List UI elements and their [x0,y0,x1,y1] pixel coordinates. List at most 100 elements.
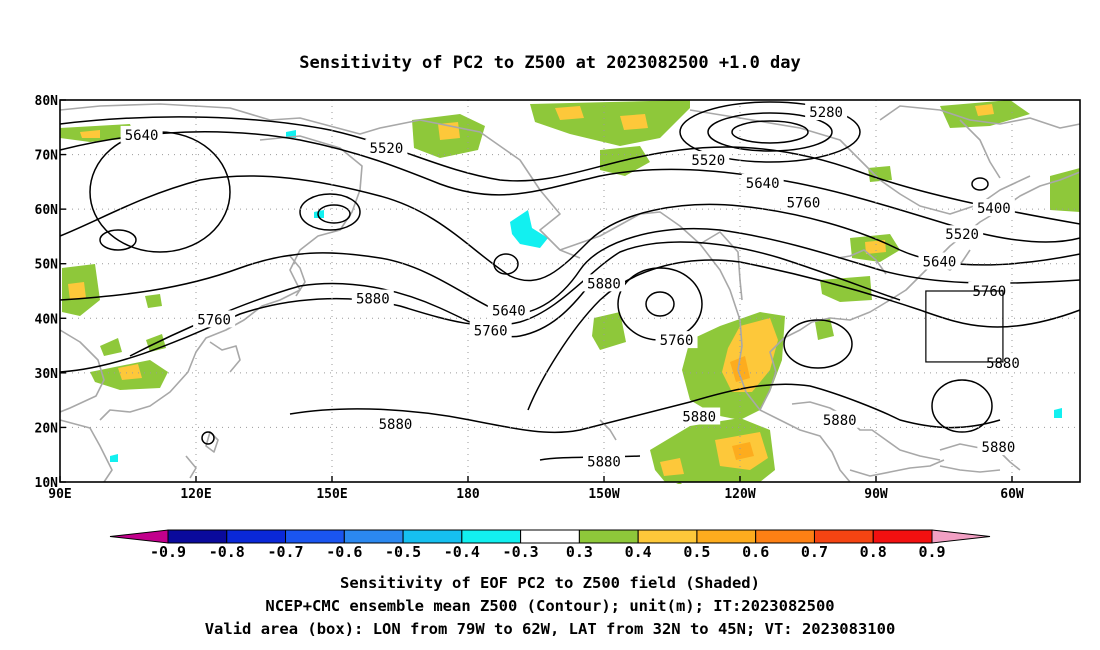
colorbar-tick-label: -0.8 [209,543,245,561]
contour-label-bg [687,151,730,169]
contour-label-bg [583,274,625,292]
colorbar-tick-label: 0.6 [742,543,769,561]
colorbar-tick-label: -0.9 [150,543,186,561]
contour-label-bg [374,415,417,433]
colorbar-swatch [402,529,463,544]
lat-tick-label: 40N [35,312,59,327]
contour-label-bg [655,331,698,349]
contour-label: 5880 [587,454,621,470]
colorbar-tick-label: -0.7 [267,543,303,561]
colorbar-swatch [226,529,287,544]
colorbar-swatch [520,529,580,544]
latitude-axis: 80N 70N 60N 50N 40N 30N 20N 10N [35,94,66,491]
colorbar-swatch [872,529,933,544]
contour-label: 5760 [474,323,508,339]
contour-label: 5880 [356,292,390,308]
contour-label: 5640 [746,176,780,192]
contour-label: 5400 [977,201,1011,217]
contour-label: 5640 [125,128,159,144]
colorbar-swatch [813,529,874,544]
contour-label-bg [365,139,408,157]
lon-tick-label: 90W [864,487,888,502]
contour-label-bg [818,410,861,428]
sensitivity-shading [60,100,1080,484]
lon-tick-label: 60W [1000,487,1024,502]
colorbar-tick-label: 0.8 [860,543,887,561]
colorbar: -0.9 -0.8 -0.7 -0.6 -0.5 -0.4 -0.3 0.3 0.4 0.5 0.6… [109,529,991,561]
contour-label: 5520 [691,153,725,169]
colorbar-swatch [696,529,757,544]
map-frame [59,99,1081,483]
contour-label-bg [782,193,825,211]
contour-label-bg [977,438,1020,456]
colorbar-tick-label: 0.5 [683,543,710,561]
colorbar-tick-label: -0.4 [444,543,480,561]
caption-line-1: Sensitivity of EOF PC2 to Z500 field (Sh… [340,574,760,592]
contour-label-bg [805,103,848,121]
colorbar-tick-label: -0.3 [503,543,539,561]
contour-label: 5520 [370,141,404,157]
contour-label: 5760 [660,333,694,349]
valid-area-box [925,290,1004,363]
gridlines [60,100,1080,482]
lon-tick-label: 90E [48,487,71,502]
lon-tick-label: 150E [316,487,347,502]
contour-label-bg [941,225,984,243]
colorbar-max-triangle [931,529,991,544]
contour-label: 5640 [492,304,526,320]
contour-label: 5760 [197,312,231,328]
lat-tick-label: 30N [35,367,59,382]
colorbar-swatch [755,529,815,544]
colorbar-swatch [578,529,639,544]
colorbar-swatch [461,529,522,544]
lat-tick-label: 70N [35,149,59,164]
contour-label: 5880 [682,410,716,426]
map-panel: 5640 5520 5280 5520 5640 5760 5400 5520 5640 5760… [35,94,1081,502]
longitude-axis: 90E 120E 150E 180 150W 120W 90W 60W [48,476,1024,502]
contour-label: 5280 [809,105,843,121]
contour-label-bg [918,252,961,270]
contour-label-bg [972,199,1015,217]
colorbar-swatch [285,529,345,544]
contour-label: 5880 [587,276,621,292]
colorbar-tick-label: 0.4 [625,543,652,561]
map-background [60,100,1080,482]
lat-tick-label: 10N [35,476,59,491]
contour-label: 5880 [379,417,413,433]
contour-label-bg [583,452,625,470]
colorbar-min-triangle [109,529,169,544]
contour-label-bg [678,407,721,425]
contour-label-bg [120,125,163,143]
contour-label-bg [469,321,512,339]
colorbar-tick-label: -0.5 [385,543,421,561]
colorbar-swatch [343,529,404,544]
contour-label: 5760 [787,196,821,212]
lon-tick-label: 120W [724,487,755,502]
contour-labels: 5640 5520 5280 5520 5640 5760 5400 5520 5640 5760… [120,103,1024,470]
contour-label-bg [487,301,530,319]
lat-tick-label: 60N [35,203,59,218]
contour-label: 5880 [823,413,857,429]
contour-label: 5880 [982,440,1016,456]
colorbar-tick-label: 0.3 [566,543,593,561]
colorbar-swatch [167,529,228,544]
lon-tick-label: 120E [180,487,211,502]
caption-line-3: Valid area (box): LON from 79W to 62W, L… [205,620,896,638]
contour-label: 5640 [923,255,957,271]
caption-line-2: NCEP+CMC ensemble mean Z500 (Contour); u… [265,597,834,615]
lat-tick-label: 80N [35,94,59,109]
colorbar-tick-label: 0.9 [918,543,945,561]
colorbar-tick-label: -0.6 [326,543,362,561]
figure-title: Sensitivity of PC2 to Z500 at 2023082500… [299,53,801,73]
lon-tick-label: 180 [456,487,480,502]
lat-tick-label: 50N [35,258,59,273]
lat-tick-label: 20N [35,421,59,436]
contour-label-bg [741,173,784,191]
colorbar-tick-label: 0.7 [801,543,828,561]
colorbar-swatch [637,529,698,544]
contour-label: 5760 [972,284,1006,300]
contour-label: 5520 [945,227,979,243]
contour-label-bg [193,310,236,328]
contour-label-bg [351,289,394,307]
